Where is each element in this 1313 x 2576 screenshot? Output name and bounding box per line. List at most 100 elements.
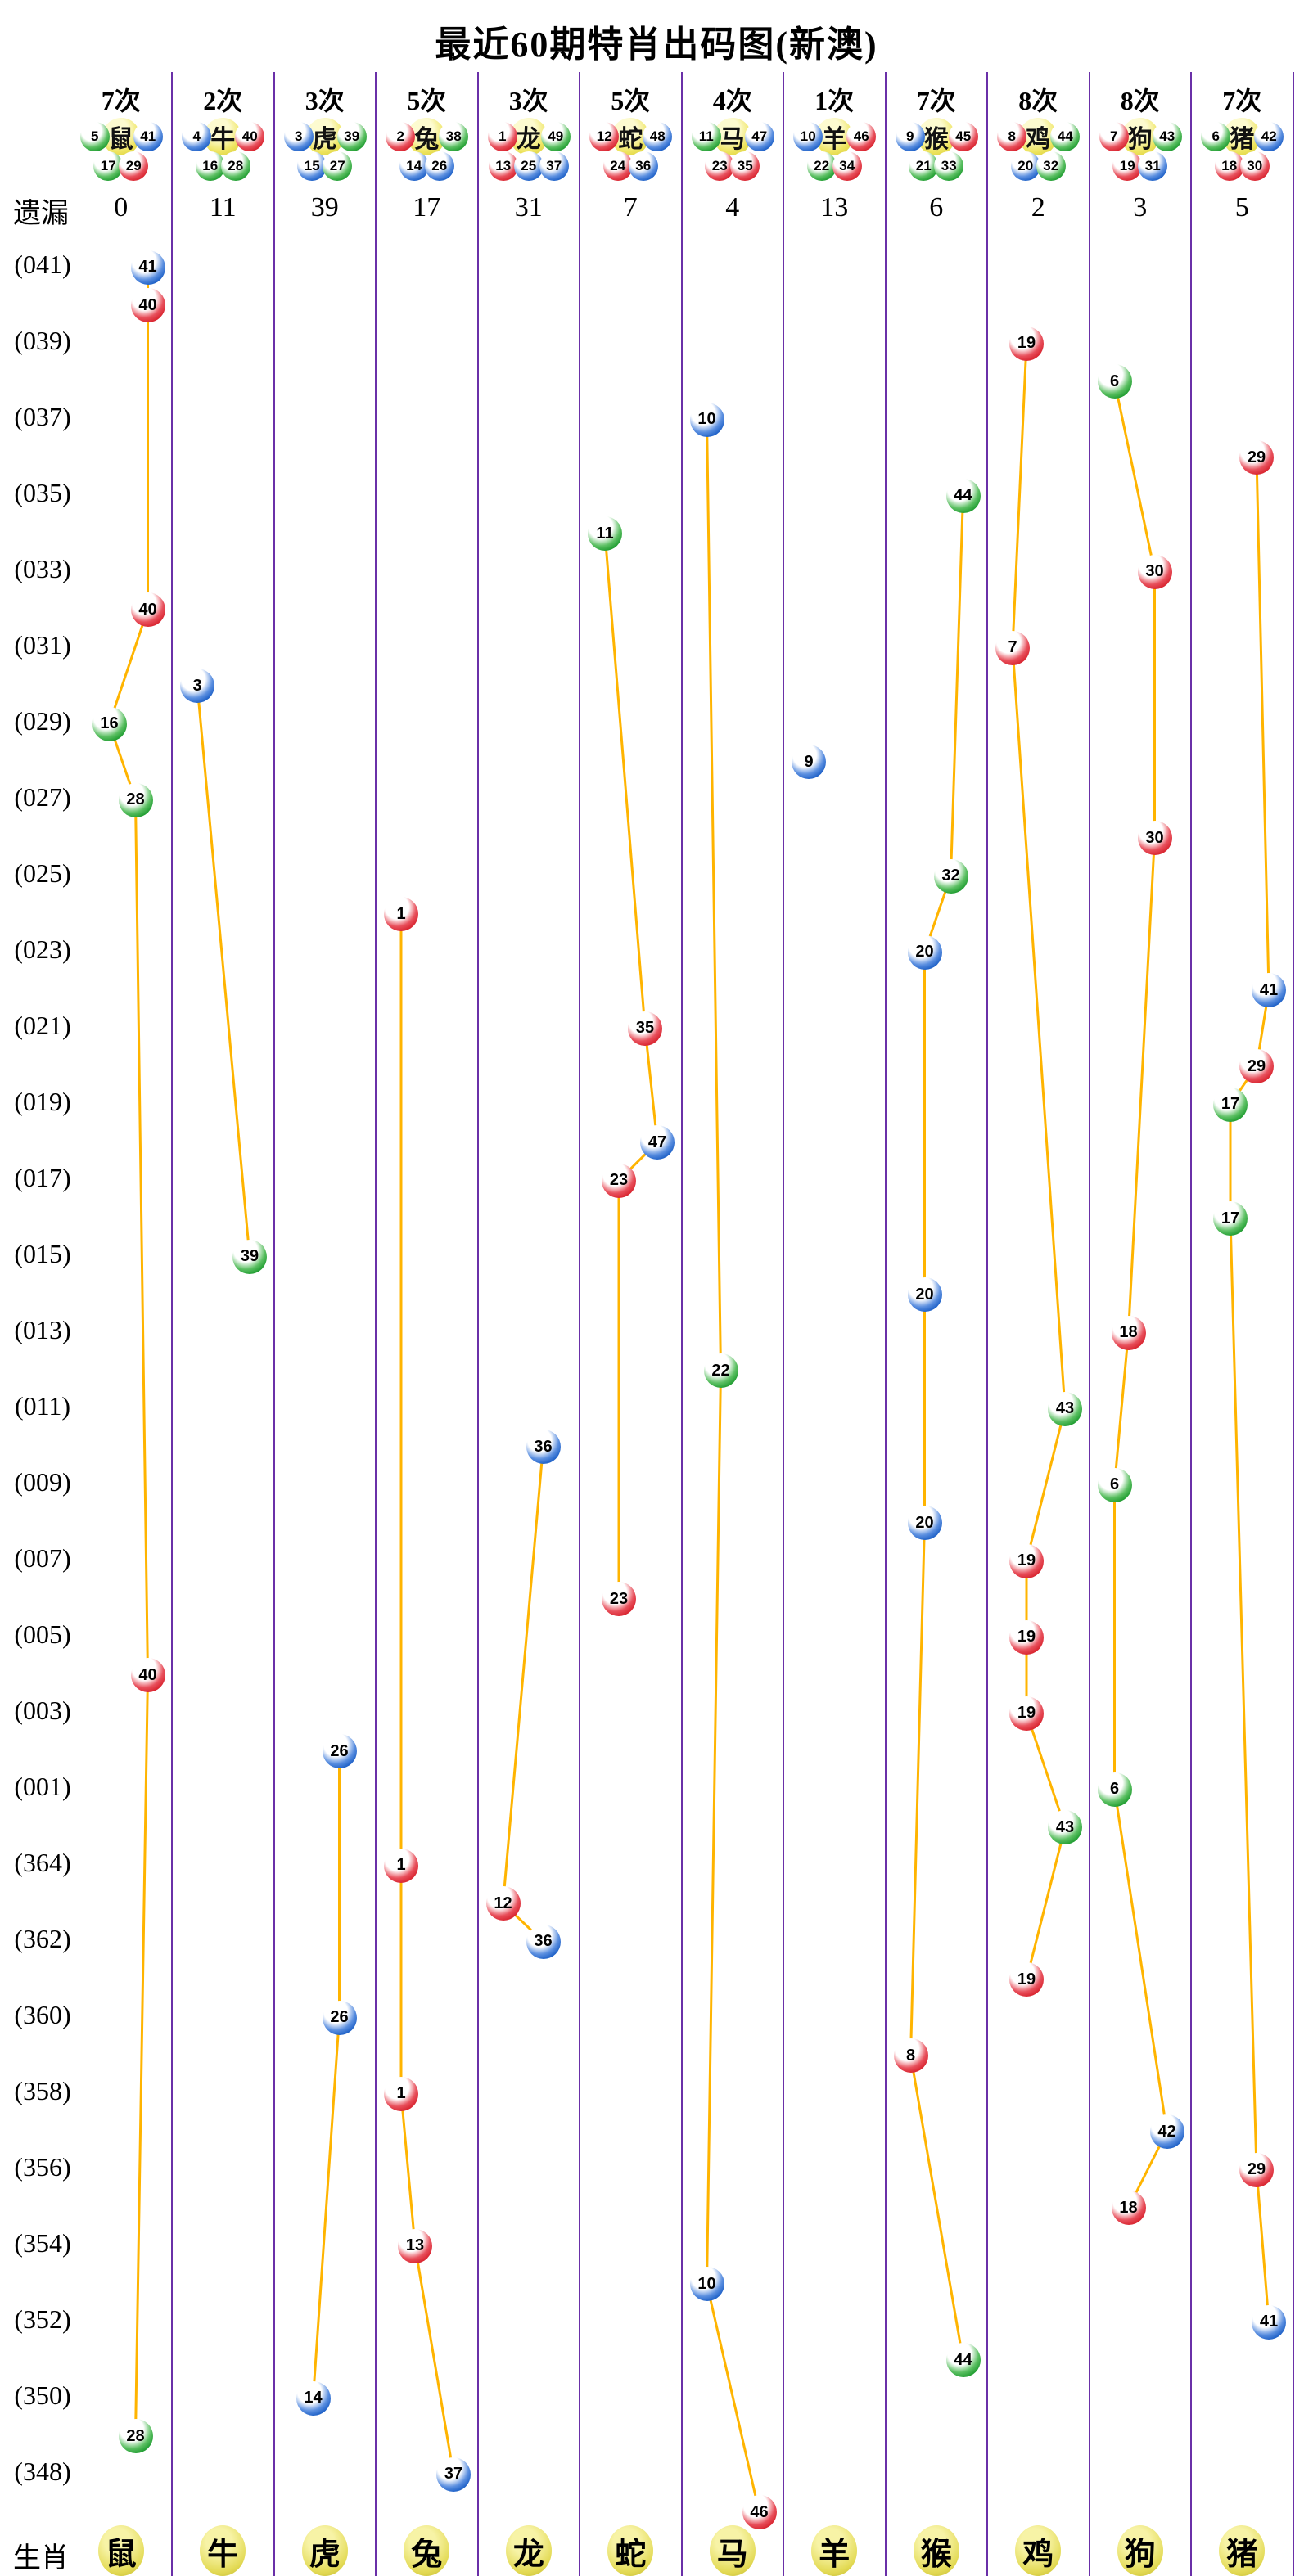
column-miss-value: 31: [514, 192, 543, 223]
header-number-ball: 46: [846, 122, 877, 151]
header-number-ball: 36: [628, 151, 658, 181]
trend-line: [312, 1751, 341, 2398]
column-separator: [273, 72, 275, 2576]
column-times-count: 7次: [1222, 86, 1262, 115]
column-separator: [1088, 72, 1090, 2576]
column-times-count: 7次: [916, 86, 956, 115]
drawn-number-ball: 41: [130, 250, 165, 285]
column-miss-value: 7: [623, 192, 638, 223]
column-miss-value: 17: [413, 192, 441, 223]
column-miss-value: 39: [310, 192, 339, 223]
zodiac-badge: 鸡: [1015, 2525, 1062, 2576]
drawn-number-ball: 42: [1149, 2114, 1184, 2149]
header-number-ball: 37: [539, 151, 569, 181]
header-number-ball: 34: [832, 151, 862, 181]
column-miss-value: 4: [725, 192, 740, 223]
column-miss-value: 3: [1133, 192, 1148, 223]
column-separator: [171, 72, 173, 2576]
column-times-count: 4次: [712, 86, 752, 115]
header-number-ball: 22: [806, 151, 837, 181]
header-number-ball: 10: [793, 122, 823, 151]
period-label: (352): [14, 2304, 71, 2334]
header-number-ball: 26: [424, 151, 454, 181]
zodiac-badge: 龙: [505, 2525, 552, 2576]
header-number-ball: 42: [1254, 122, 1284, 151]
drawn-number-ball: 29: [1239, 1049, 1274, 1083]
column-separator: [783, 72, 784, 2576]
header-number-ball: 32: [1036, 151, 1066, 181]
header-number-ball: 44: [1050, 122, 1081, 151]
drawn-number-ball: 17: [1213, 1201, 1248, 1236]
column-times-count: 5次: [407, 86, 447, 115]
period-label: (007): [14, 1542, 71, 1573]
header-number-ball: 33: [934, 151, 964, 181]
column-separator: [476, 72, 479, 2576]
drawn-number-ball: 26: [322, 1734, 357, 1768]
column-separator: [1190, 72, 1192, 2576]
column-miss-value: 13: [820, 192, 849, 223]
zodiac-badge: 猴: [913, 2525, 959, 2576]
header-number-ball: 43: [1152, 122, 1182, 151]
drawn-number-ball: 6: [1097, 1467, 1132, 1502]
period-label: (362): [14, 1923, 71, 1953]
trend-line: [1113, 381, 1168, 2209]
drawn-number-ball: 28: [118, 2419, 153, 2453]
drawn-number-ball: 20: [907, 934, 942, 970]
zodiac-row-label: 生肖: [13, 2542, 69, 2574]
column-miss-value: 6: [929, 192, 944, 223]
drawn-number-ball: 40: [130, 592, 165, 627]
header-number-ball: 35: [730, 151, 760, 181]
drawn-number-ball: 19: [1009, 1619, 1044, 1655]
drawn-number-ball: 1: [384, 2076, 418, 2111]
header-number-ball: 6: [1201, 122, 1231, 151]
period-label: (027): [14, 781, 71, 812]
header-number-ball: 30: [1239, 151, 1270, 181]
column-separator: [1292, 72, 1294, 2576]
trend-line: [706, 419, 760, 2513]
drawn-number-ball: 3: [180, 669, 214, 703]
miss-row-label: 遗漏: [13, 198, 69, 229]
period-label: (031): [14, 629, 71, 660]
column-miss-value: 0: [114, 192, 129, 223]
header-number-ball: 8: [997, 122, 1027, 151]
header-number-ball: 7: [1099, 122, 1129, 151]
column-times-count: 2次: [203, 86, 243, 115]
column-separator: [884, 72, 887, 2576]
column-zodiac-ball: 猪: [1223, 118, 1261, 155]
period-label: (039): [14, 325, 71, 355]
period-label: (003): [14, 1695, 71, 1725]
drawn-number-ball: 47: [640, 1125, 675, 1160]
drawn-number-ball: 19: [1009, 1962, 1044, 1997]
drawn-number-ball: 17: [1213, 1087, 1248, 1122]
period-label: (358): [14, 2075, 71, 2105]
column-separator: [579, 72, 580, 2576]
header-number-ball: 20: [1010, 151, 1040, 181]
column-times-count: 3次: [508, 86, 548, 115]
header-number-ball: 23: [705, 151, 735, 181]
period-label: (021): [14, 1010, 71, 1040]
drawn-number-ball: 46: [742, 2495, 777, 2529]
period-label: (023): [14, 934, 71, 964]
drawn-number-ball: 11: [588, 516, 622, 551]
zodiac-badge: 马: [709, 2525, 756, 2576]
drawn-number-ball: 23: [602, 1582, 636, 1616]
trend-line: [502, 1446, 544, 1943]
period-label: (035): [14, 477, 71, 507]
drawn-number-ball: 39: [232, 1239, 267, 1274]
period-label: (025): [14, 858, 71, 888]
zodiac-badge: 蛇: [607, 2525, 654, 2576]
period-label: (033): [14, 553, 71, 583]
drawn-number-ball: 1: [384, 1848, 418, 1883]
header-number-ball: 40: [235, 122, 265, 151]
drawn-number-ball: 14: [296, 2380, 331, 2416]
trend-line: [196, 685, 251, 1257]
header-number-ball: 12: [589, 122, 620, 151]
header-number-ball: 41: [133, 122, 163, 151]
zodiac-badge: 羊: [811, 2525, 858, 2576]
drawn-number-ball: 16: [92, 706, 127, 741]
drawn-number-ball: 36: [526, 1430, 561, 1464]
trend-line: [1229, 457, 1270, 2322]
drawn-number-ball: 29: [1239, 440, 1274, 475]
column-times-count: 1次: [814, 86, 855, 115]
